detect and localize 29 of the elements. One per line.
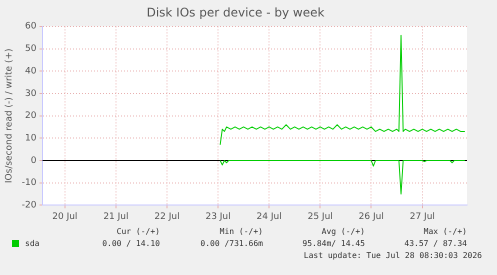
x-tick-label: 26 Jul: [358, 212, 384, 222]
x-tick-label: 21 Jul: [103, 212, 128, 222]
y-tick-label: -10: [22, 178, 37, 188]
x-tick-label: 22 Jul: [154, 212, 180, 222]
chart-title: Disk IOs per device - by week: [146, 5, 324, 20]
legend-label: sda: [25, 239, 40, 248]
text: 95.84m/ 14.45: [302, 239, 365, 248]
y-tick-label: 30: [25, 88, 37, 99]
x-tick-label: 25 Jul: [308, 212, 333, 222]
text: Cur (-/+): [116, 227, 160, 236]
x-tick-label: 23 Jul: [205, 212, 231, 222]
x-tick-label: 27 Jul: [410, 212, 435, 222]
y-tick-label: 0: [30, 156, 37, 166]
y-tick-label: -20: [22, 200, 37, 211]
x-tick-label: 24 Jul: [256, 212, 282, 222]
text: Max (-/+): [424, 227, 467, 236]
text: 43.57 / 87.34: [404, 239, 467, 248]
y-tick-label: 20: [25, 111, 37, 122]
y-tick-label: 10: [25, 133, 37, 144]
x-tick-label: 20 Jul: [52, 212, 78, 222]
y-axis-title: IOs/second read (-) / write (+): [4, 48, 15, 184]
text: Last update: Tue Jul 28 08:30:03 2026: [304, 251, 482, 260]
y-tick-label: 50: [25, 44, 37, 54]
text: 0.00 /731.66m: [200, 239, 263, 248]
text: Avg (-/+): [322, 227, 365, 236]
text: 0.00 / 14.10: [102, 239, 160, 248]
text: Min (-/+): [220, 227, 263, 236]
y-tick-label: 40: [25, 66, 37, 76]
y-tick-label: 60: [25, 22, 37, 32]
